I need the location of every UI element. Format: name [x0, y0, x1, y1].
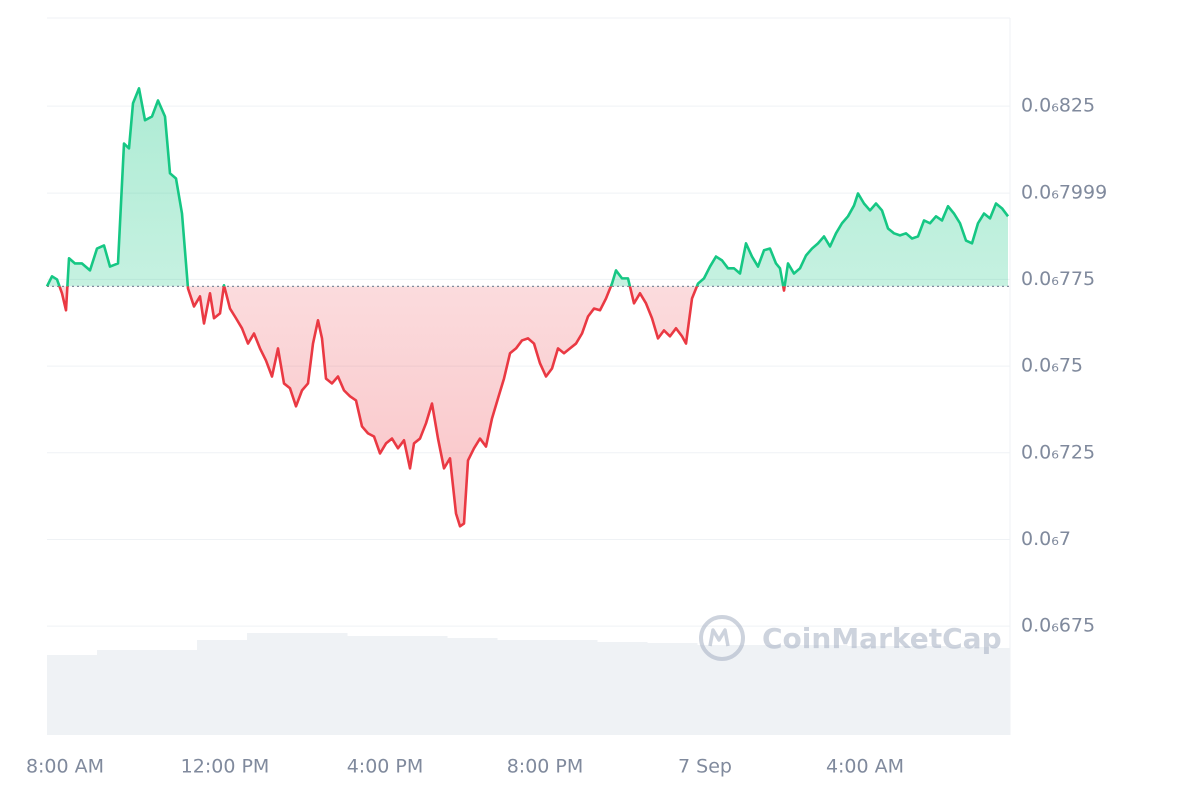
volume-bar [947, 647, 998, 735]
plot: 0.0₆825 0.0₆7999 0.0₆775 0.0₆75 0.0₆725 0.0₆7… [26, 17, 1107, 778]
volume-bar [97, 650, 148, 735]
price-line-below [47, 286, 786, 528]
price-line [45, 87, 1010, 287]
volume-bar [347, 636, 398, 735]
y-tick-label: 0.0₆775 [1021, 268, 1095, 290]
y-tick-label: 0.0₆825 [1021, 95, 1095, 117]
y-tick-label: 0.0₆75 [1021, 355, 1083, 377]
volume-bar [147, 650, 198, 735]
volume-bar [547, 640, 598, 735]
y-tick-label: 0.0₆725 [1021, 441, 1095, 463]
x-tick-label: 8:00 AM [26, 756, 104, 778]
volume-bar [747, 645, 798, 735]
x-tick-label: 12:00 PM [181, 756, 270, 778]
watermark: CoinMarketCap [699, 615, 1002, 661]
volume-bar [397, 636, 448, 735]
x-tick-label: 4:00 PM [347, 756, 424, 778]
area-below [47, 286, 1008, 527]
y-tick-label: 0.0₆7 [1021, 528, 1071, 550]
x-tick-label: 4:00 AM [826, 756, 904, 778]
volume-bar [797, 645, 848, 735]
volume-bar [897, 646, 948, 735]
volume-bar [597, 642, 648, 735]
x-tick-label: 8:00 PM [507, 756, 584, 778]
watermark-text: CoinMarketCap [762, 622, 1002, 655]
area-above [47, 88, 1008, 287]
volume-bar [47, 655, 98, 735]
volume-bar [997, 648, 1011, 735]
volume-bar [197, 640, 248, 735]
x-tick-label: 7 Sep [678, 756, 732, 778]
volume-bar [297, 633, 348, 735]
y-tick-label: 0.0₆675 [1021, 615, 1095, 637]
volume-bar [247, 633, 298, 735]
y-tick-label: 0.0₆7999 [1021, 182, 1107, 204]
volume-bar [847, 646, 898, 735]
volume-bar [447, 638, 498, 735]
volume-bar [497, 640, 548, 735]
volume-bar [647, 643, 698, 735]
